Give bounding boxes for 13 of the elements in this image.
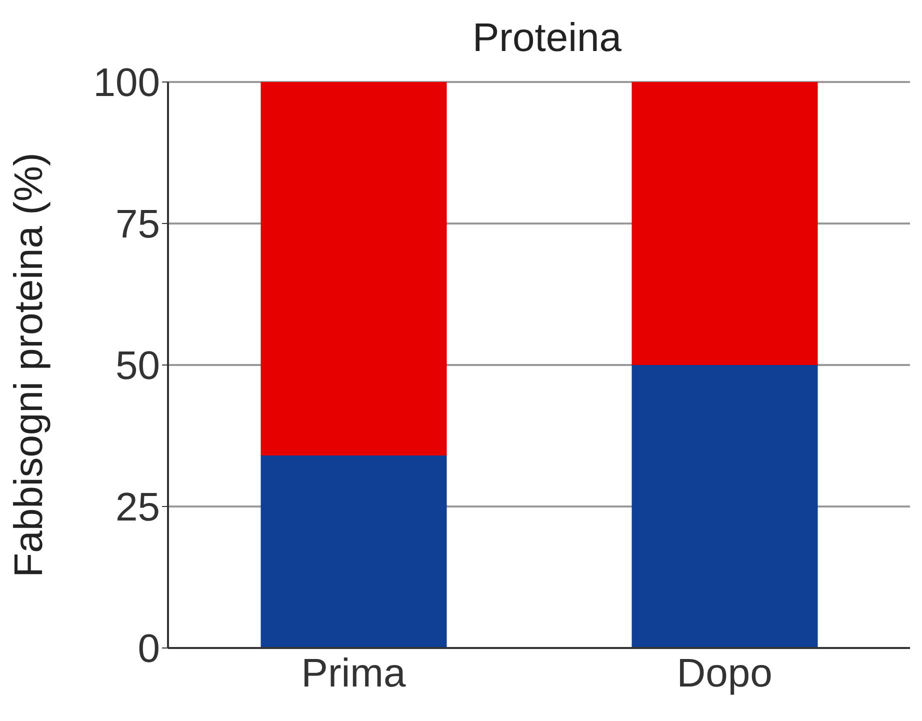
y-tick-label: 100: [93, 61, 160, 106]
y-tick-label: 50: [116, 344, 160, 388]
y-tick-label: 25: [116, 486, 160, 530]
bar: [632, 82, 818, 365]
y-tick-label: 0: [138, 627, 160, 672]
y-tick-label: 75: [116, 202, 160, 247]
bar: [260, 82, 447, 456]
bar: [260, 456, 447, 648]
x-tick-label: Dopo: [676, 651, 772, 696]
x-tick-label: Prima: [301, 651, 406, 696]
chart-title: Proteina: [472, 16, 622, 60]
y-axis-title: Fabbisogni proteina (%): [7, 152, 52, 578]
bar: [632, 365, 818, 648]
